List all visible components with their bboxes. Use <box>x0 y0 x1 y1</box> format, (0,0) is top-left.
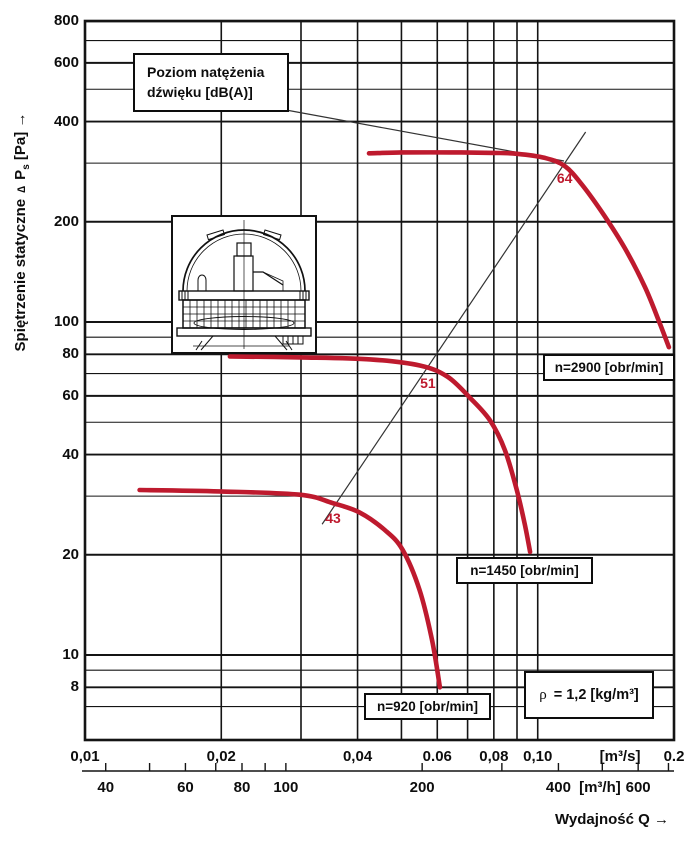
y-tick-label-10: 10 <box>62 646 79 663</box>
pressure-subscript: s <box>21 164 32 170</box>
x-tick-label-0,10: 0,10 <box>523 748 553 765</box>
x-tick-label-0,02: 0,02 <box>206 748 236 765</box>
fan-curve-0 <box>366 150 672 350</box>
x2-tick-label-100: 100 <box>273 779 299 796</box>
y-tick-label-800: 800 <box>53 12 79 30</box>
x-axis-unit-m3h: [m³/h] <box>579 779 621 796</box>
pressure-unit: [Pa] <box>12 131 29 161</box>
delta-symbol: ∆ <box>16 185 28 193</box>
x-tick-label-0.06: 0.06 <box>422 748 452 765</box>
x-tick-label-0.2: 0.2 <box>663 748 685 765</box>
density-label-box: ρ = 1,2 [kg/m³] <box>524 671 654 719</box>
x-tick-label-0,01: 0,01 <box>70 748 100 765</box>
y-tick-label-400: 400 <box>53 112 79 130</box>
series-label-n920: n=920 [obr/min] <box>364 693 491 720</box>
x2-tick-label-40: 40 <box>97 779 115 796</box>
y-tick-label-60: 60 <box>62 386 79 404</box>
x-tick-label-0,04: 0,04 <box>342 748 373 765</box>
y-axis-arrow: → <box>12 112 29 128</box>
db-point-label-51: 51 <box>420 374 436 391</box>
y-tick-label-40: 40 <box>62 445 79 463</box>
x-axis-unit-m3s: [m³/s] <box>599 748 641 765</box>
y-tick-label-600: 600 <box>53 53 79 71</box>
fan-drawing <box>171 215 317 354</box>
y-tick-label-8: 8 <box>70 678 79 696</box>
x-tick-label-0,08: 0,08 <box>479 748 509 765</box>
x2-tick-label-200: 200 <box>409 779 435 796</box>
y-tick-label-20: 20 <box>62 545 79 563</box>
fan-drawing-svg <box>171 215 317 354</box>
fan-curve-1 <box>227 354 533 555</box>
y-tick-label-80: 80 <box>62 345 79 363</box>
pressure-symbol: P <box>12 169 29 180</box>
y-tick-label-200: 200 <box>53 212 79 230</box>
y-axis-title: Spiętrzenie statyczne ∆ Ps [Pa] → <box>12 113 32 352</box>
x2-tick-label-80: 80 <box>233 779 251 796</box>
noise-level-label-box: Poziom natężenia dźwięku [dB(A)] <box>133 53 289 112</box>
noise-trend-line <box>321 131 587 525</box>
fan-curve-2 <box>137 487 443 690</box>
density-value: = 1,2 [kg/m³] <box>553 687 639 703</box>
x2-tick-label-60: 60 <box>177 779 194 796</box>
y-axis-title-text: Spiętrzenie statyczne <box>12 198 29 352</box>
x2-tick-label-600: 600 <box>625 779 651 796</box>
noise-level-label-line1: Poziom natężenia <box>147 64 265 80</box>
db-point-label-43: 43 <box>325 509 341 526</box>
noise-level-label-line2: dźwięku [dB(A)] <box>147 83 253 100</box>
x2-tick-label-400: 400 <box>545 779 571 796</box>
rho-symbol: ρ <box>539 686 547 703</box>
x-axis-title: Wydajność Q → <box>555 811 669 828</box>
y-tick-label-100: 100 <box>53 313 79 330</box>
db-point-label-64: 64 <box>556 170 573 187</box>
series-label-n1450: n=1450 [obr/min] <box>456 557 593 584</box>
series-label-n2900: n=2900 [obr/min] <box>543 354 675 381</box>
